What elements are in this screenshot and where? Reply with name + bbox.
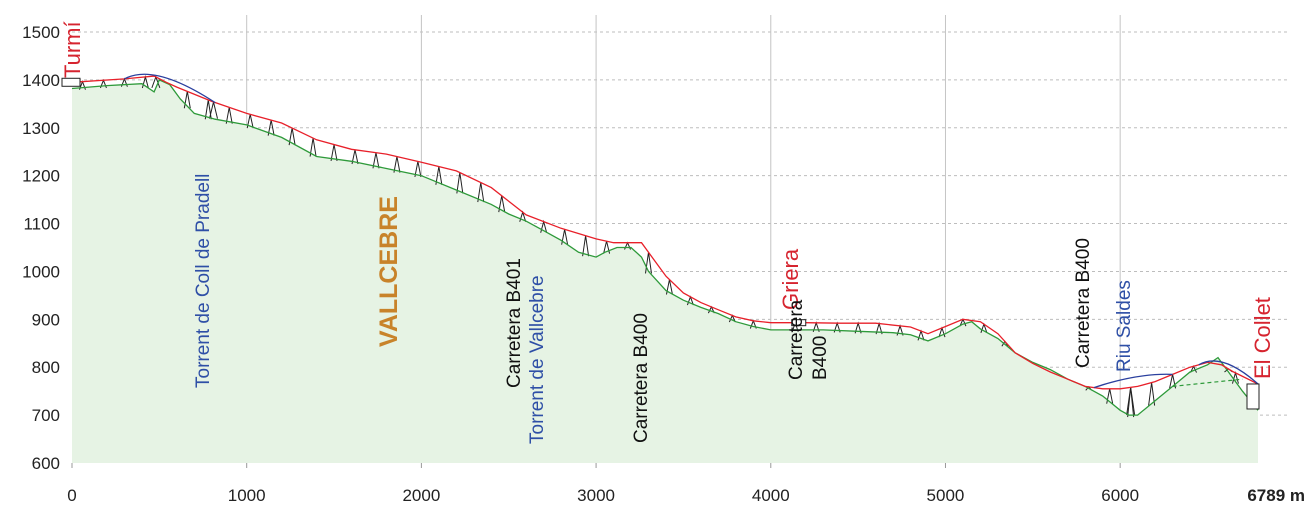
place-labels: Turmí Torrent de Coll de Pradell VALLCEBRE…	[60, 21, 1275, 444]
y-tick-label: 800	[32, 358, 60, 377]
place-label: Carretera	[786, 299, 807, 380]
place-label: Torrent de Coll de Pradell	[193, 174, 214, 388]
place-label: Carretera B401	[504, 258, 525, 388]
place-label: VALLCEBRE	[375, 196, 403, 347]
x-tick-label: 5000	[927, 486, 965, 505]
x-tick-label: 4000	[752, 486, 790, 505]
x-tick-label: 3000	[577, 486, 615, 505]
start-marker	[61, 77, 81, 87]
y-tick-label: 1300	[22, 119, 60, 138]
track-line-alt	[1198, 360, 1259, 385]
axis-labels: 600 700 800 900 1000 1100 1200 1300 1400 1500 0 100…	[22, 23, 1305, 505]
end-marker	[1246, 383, 1260, 410]
y-tick-label: 600	[32, 454, 60, 473]
place-label: Griera	[778, 248, 803, 310]
series-lines	[71, 73, 1259, 416]
x-tick-label: 0	[67, 486, 76, 505]
place-label: Carretera B400	[1073, 238, 1094, 368]
endpoint-markers	[61, 77, 1260, 410]
place-label: Carretera B400	[631, 313, 652, 443]
track-line-alt	[124, 73, 216, 104]
track-line	[71, 75, 1259, 390]
terrain-line-dashed	[1172, 378, 1243, 387]
waypoint-marker	[791, 319, 807, 327]
place-label: Torrent de Vallcebre	[527, 275, 548, 444]
terrain-fill	[72, 79, 1258, 464]
y-tick-label: 700	[32, 406, 60, 425]
y-tick-label: 1400	[22, 71, 60, 90]
y-tick-label: 900	[32, 310, 60, 329]
place-label: Riu Saldes	[1114, 280, 1135, 372]
x-end-label: 6789 m	[1247, 486, 1305, 505]
place-label: Turmí	[60, 21, 85, 78]
y-tick-label: 1100	[23, 215, 60, 234]
terrain-line	[71, 79, 1259, 416]
place-label: El Collet	[1250, 297, 1275, 379]
place-label: B400	[810, 336, 831, 380]
y-tick-label: 1200	[22, 167, 60, 186]
x-tick-label: 2000	[402, 486, 440, 505]
terrain-area	[72, 79, 1258, 464]
y-tick-label: 1500	[22, 23, 60, 42]
x-tick-label: 6000	[1101, 486, 1139, 505]
x-tick-label: 1000	[228, 486, 266, 505]
track-line-alt	[1093, 373, 1173, 389]
y-tick-label: 1000	[22, 262, 60, 281]
